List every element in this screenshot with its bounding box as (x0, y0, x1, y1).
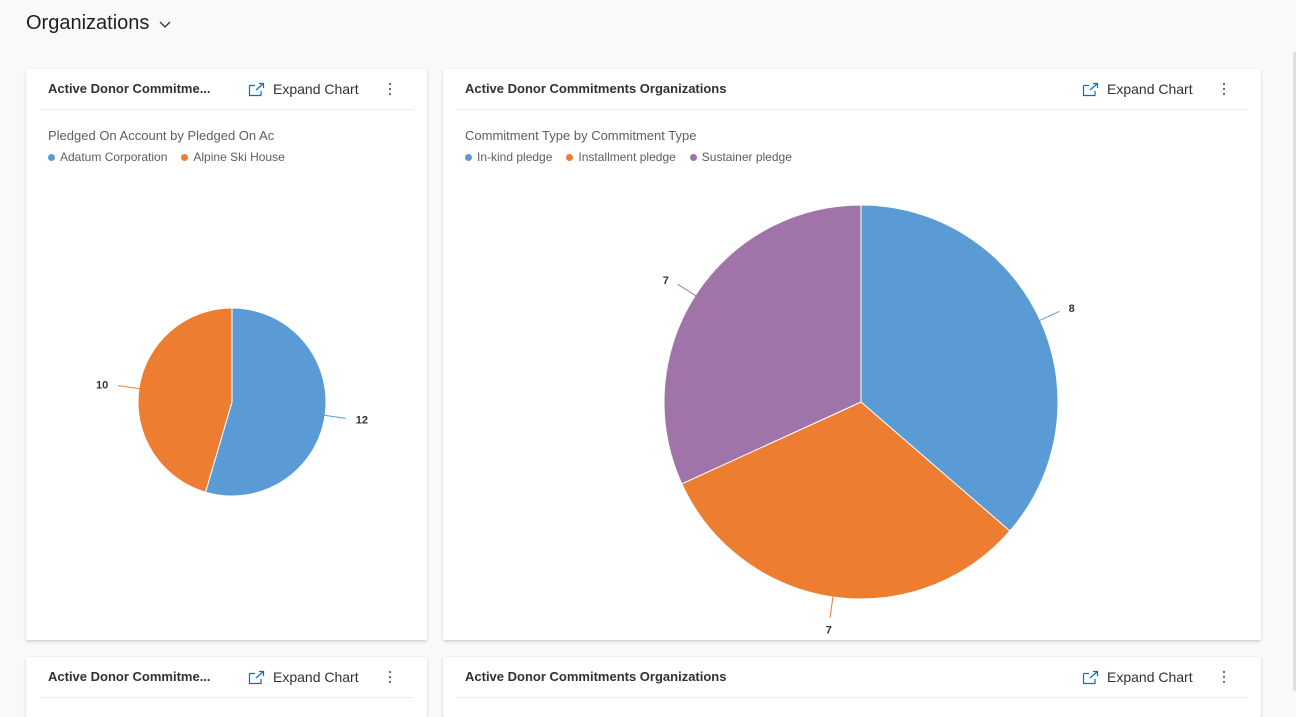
data-label-leader (118, 385, 141, 390)
data-label: 12 (356, 415, 368, 427)
legend-swatch (181, 153, 189, 161)
data-label-leader (323, 414, 346, 419)
legend-label: Adatum Corporation (60, 150, 168, 164)
data-label: 10 (96, 379, 108, 391)
card-header: Active Donor Commitments Organizations E… (457, 657, 1247, 698)
chart-card-pledged-on-account: Active Donor Commitme... Expand Chart Pl… (26, 69, 427, 640)
legend-label: Installment pledge (578, 150, 676, 164)
expand-chart-label: Expand Chart (273, 669, 359, 685)
expand-chart-icon (248, 82, 265, 97)
legend-item[interactable]: In-kind pledge (465, 150, 552, 164)
pie-chart: 8 7 7 (663, 204, 1075, 637)
chart-card-pledged-on-account-2: Active Donor Commitme... Expand Chart (26, 657, 427, 717)
data-label: 7 (663, 275, 669, 287)
card-title: Active Donor Commitments Organizations (465, 669, 727, 684)
more-options-button[interactable] (1218, 667, 1230, 687)
expand-chart-icon (1082, 670, 1099, 685)
chart-subtitle: Pledged On Account by Pledged On Ac (48, 128, 275, 143)
more-vertical-icon (1222, 670, 1226, 684)
more-options-button[interactable] (384, 667, 396, 687)
expand-chart-button[interactable]: Expand Chart (248, 78, 359, 100)
legend-item[interactable]: Alpine Ski House (181, 150, 285, 164)
chevron-down-icon (157, 16, 173, 32)
expand-chart-icon (248, 670, 265, 685)
expand-chart-icon (1082, 82, 1099, 97)
scrollbar-track[interactable] (1293, 52, 1296, 691)
more-vertical-icon (388, 670, 392, 684)
chart-legend: Adatum Corporation Alpine Ski House (48, 150, 285, 164)
pie-chart: 12 10 (96, 307, 368, 497)
chart-subtitle: Commitment Type by Commitment Type (465, 128, 697, 143)
more-vertical-icon (388, 82, 392, 96)
legend-item[interactable]: Sustainer pledge (689, 150, 792, 164)
chart-card-commitment-type-2: Active Donor Commitments Organizations E… (443, 657, 1261, 717)
legend-swatch (689, 153, 697, 161)
dashboard-title: Organizations (26, 12, 150, 34)
expand-chart-label: Expand Chart (1107, 669, 1193, 685)
card-header: Active Donor Commitments Organizations E… (457, 69, 1247, 110)
card-header: Active Donor Commitme... Expand Chart (40, 657, 413, 698)
data-label-leader (677, 283, 697, 297)
data-label-leader (1039, 310, 1060, 322)
legend-label: Sustainer pledge (701, 150, 792, 164)
data-label: 8 (1069, 303, 1075, 315)
legend-label: Alpine Ski House (193, 150, 285, 164)
chart-card-commitment-type: Active Donor Commitments Organizations E… (443, 69, 1261, 640)
data-label-leader (829, 595, 834, 618)
expand-chart-label: Expand Chart (273, 81, 359, 97)
data-label: 7 (826, 625, 832, 637)
card-title: Active Donor Commitme... (48, 669, 211, 684)
expand-chart-button[interactable]: Expand Chart (1082, 78, 1193, 100)
legend-item[interactable]: Adatum Corporation (48, 150, 167, 164)
expand-chart-button[interactable]: Expand Chart (1082, 666, 1193, 688)
dashboard-header[interactable]: Organizations (26, 12, 173, 35)
legend-swatch (566, 153, 574, 161)
more-options-button[interactable] (384, 79, 396, 99)
chart-legend: In-kind pledge Installment pledge Sustai… (465, 150, 792, 164)
expand-chart-label: Expand Chart (1107, 81, 1193, 97)
card-header: Active Donor Commitme... Expand Chart (40, 69, 413, 110)
more-options-button[interactable] (1218, 79, 1230, 99)
legend-swatch (48, 153, 55, 161)
legend-swatch (465, 153, 472, 161)
legend-label: In-kind pledge (477, 150, 553, 164)
expand-chart-button[interactable]: Expand Chart (248, 666, 359, 688)
legend-item[interactable]: Installment pledge (566, 150, 676, 164)
more-vertical-icon (1222, 82, 1226, 96)
